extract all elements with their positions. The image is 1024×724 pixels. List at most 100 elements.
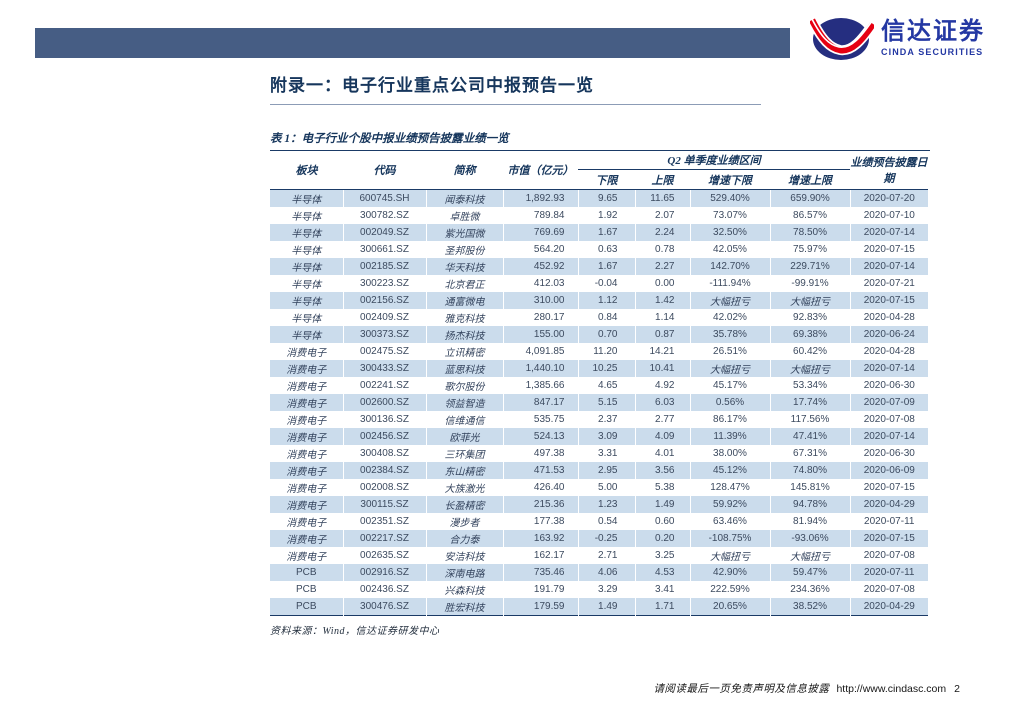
cell-growth-lower: 42.90% (689, 564, 770, 581)
cell-disclosure-date: 2020-07-09 (849, 394, 929, 411)
cell-code: 002049.SZ (342, 224, 426, 241)
cell-code: 300476.SZ (342, 598, 426, 616)
cell-growth-upper: 大幅扭亏 (769, 547, 851, 564)
cell-q2-lower: -0.25 (577, 530, 635, 547)
cell-q2-upper: 0.87 (634, 326, 690, 343)
cell-disclosure-date: 2020-06-09 (849, 462, 929, 479)
cell-growth-upper: 659.90% (769, 189, 851, 207)
cell-q2-lower: 10.25 (577, 360, 635, 377)
cell-sector: PCB (295, 584, 317, 595)
cell-growth-lower: 35.78% (689, 326, 770, 343)
cell-disclosure-date: 2020-07-15 (849, 530, 929, 547)
cell-sector: 消费电子 (286, 467, 327, 478)
cell-code: 300373.SZ (342, 326, 426, 343)
cell-q2-lower: 0.63 (577, 241, 635, 258)
table-row: 消费电子 002600.SZ 领益智造 847.17 5.15 6.03 0.56% 17.7… (270, 394, 929, 411)
page-footer: 请阅读最后一页免责声明及信息披露 http://www.cindasc.com … (653, 681, 960, 696)
cell-q2-lower: 5.15 (577, 394, 635, 411)
cell-growth-lower: 73.07% (689, 207, 770, 224)
cell-sector: 半导体 (291, 314, 322, 325)
cell-name: 胜宏科技 (425, 598, 503, 616)
cell-market-cap: 155.00 (502, 326, 578, 343)
cell-sector: 消费电子 (286, 399, 327, 410)
cell-name: 漫步者 (425, 513, 503, 530)
cell-growth-lower: 86.17% (689, 411, 770, 428)
cell-code: 002384.SZ (342, 462, 426, 479)
cell-name: 北京君正 (425, 275, 503, 292)
cell-market-cap: 179.59 (502, 598, 578, 616)
cell-name: 扬杰科技 (425, 326, 503, 343)
cell-market-cap: 191.79 (502, 581, 578, 598)
cell-sector: 消费电子 (286, 382, 327, 393)
cell-market-cap: 162.17 (502, 547, 578, 564)
cell-q2-lower: 1.67 (577, 224, 635, 241)
cell-growth-upper: 17.74% (769, 394, 851, 411)
cell-q2-upper: 4.01 (634, 445, 690, 462)
cell-name: 三环集团 (425, 445, 503, 462)
cell-growth-upper: 大幅扭亏 (769, 292, 851, 309)
cell-disclosure-date: 2020-07-15 (849, 292, 929, 309)
cell-name: 安洁科技 (425, 547, 503, 564)
cell-growth-upper: 117.56% (769, 411, 851, 428)
cell-growth-lower: 45.17% (689, 377, 770, 394)
cell-growth-lower: 128.47% (689, 479, 770, 496)
cell-q2-upper: 0.78 (634, 241, 690, 258)
cell-code: 002156.SZ (342, 292, 426, 309)
cell-q2-upper: 4.92 (634, 377, 690, 394)
cell-q2-lower: 1.92 (577, 207, 635, 224)
cell-code: 002635.SZ (342, 547, 426, 564)
cell-q2-upper: 10.41 (634, 360, 690, 377)
cell-code: 300136.SZ (342, 411, 426, 428)
cell-q2-lower: 3.09 (577, 428, 635, 445)
table-row: PCB 002436.SZ 兴森科技 191.79 3.29 3.41 222.59% 234… (270, 581, 929, 598)
cell-sector: 消费电子 (286, 535, 327, 546)
cell-q2-upper: 2.27 (634, 258, 690, 275)
table-row: 半导体 002409.SZ 雅克科技 280.17 0.84 1.14 42.02% 92.8… (270, 309, 929, 326)
table-row: 半导体 300373.SZ 扬杰科技 155.00 0.70 0.87 35.78% 69.3… (270, 326, 929, 343)
cell-name: 深南电路 (425, 564, 503, 581)
cell-code: 600745.SH (342, 189, 426, 207)
cell-disclosure-date: 2020-07-08 (849, 547, 929, 564)
cell-growth-lower: 大幅扭亏 (689, 360, 770, 377)
cell-disclosure-date: 2020-07-08 (849, 411, 929, 428)
cell-disclosure-date: 2020-07-15 (849, 479, 929, 496)
cell-code: 002241.SZ (342, 377, 426, 394)
source-note: 资料来源：Wind，信达证券研发中心 (270, 626, 440, 637)
cell-code: 002600.SZ (342, 394, 426, 411)
cell-name: 兴森科技 (425, 581, 503, 598)
cell-name: 歌尔股份 (425, 377, 503, 394)
cell-name: 立讯精密 (425, 343, 503, 360)
cell-market-cap: 524.13 (502, 428, 578, 445)
table-row: 半导体 002049.SZ 紫光国微 769.69 1.67 2.24 32.50% 78.5… (270, 224, 929, 241)
cell-q2-upper: 2.24 (634, 224, 690, 241)
cell-code: 002008.SZ (342, 479, 426, 496)
cell-market-cap: 163.92 (502, 530, 578, 547)
cell-name: 圣邦股份 (425, 241, 503, 258)
cell-growth-lower: 222.59% (689, 581, 770, 598)
cell-growth-upper: 47.41% (769, 428, 851, 445)
logo-cn-text: 信达证券 (881, 18, 985, 45)
cell-growth-upper: 59.47% (769, 564, 851, 581)
col-header-growth-lower: 增速下限 (690, 169, 770, 190)
cell-q2-upper: 0.00 (634, 275, 690, 292)
title-underline (270, 104, 761, 105)
cell-growth-upper: 234.36% (769, 581, 851, 598)
logo-en-text: CINDA SECURITIES (881, 47, 984, 58)
cell-market-cap: 1,892.93 (502, 189, 578, 207)
cell-growth-upper: 38.52% (769, 598, 851, 616)
footer-url: http://www.cindasc.com (836, 683, 947, 695)
footer-disclaimer: 请阅读最后一页免责声明及信息披露 (653, 684, 830, 695)
table-row: 消费电子 002456.SZ 欧菲光 524.13 3.09 4.09 11.39% 47.4… (270, 428, 929, 445)
table-row: 半导体 002185.SZ 华天科技 452.92 1.67 2.27 142.70% 229… (270, 258, 929, 275)
cell-growth-upper: 60.42% (769, 343, 851, 360)
cell-q2-upper: 1.49 (634, 496, 690, 513)
cell-growth-upper: -93.06% (769, 530, 851, 547)
cell-q2-lower: 5.00 (577, 479, 635, 496)
cell-growth-lower: 32.50% (689, 224, 770, 241)
cell-sector: 消费电子 (286, 433, 327, 444)
cell-name: 领益智造 (425, 394, 503, 411)
cell-growth-upper: 81.94% (769, 513, 851, 530)
cell-code: 300661.SZ (342, 241, 426, 258)
cell-growth-upper: 78.50% (769, 224, 851, 241)
cell-market-cap: 847.17 (502, 394, 578, 411)
